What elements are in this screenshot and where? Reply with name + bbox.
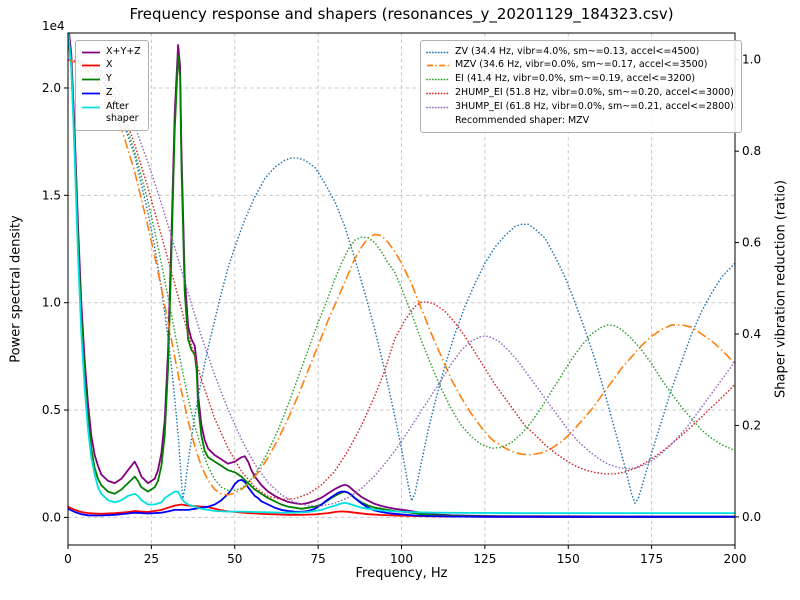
left-y-tick-label: 1.5 bbox=[42, 188, 61, 202]
legend-swatch-line bbox=[426, 106, 450, 109]
legend-item-label: Z bbox=[106, 87, 113, 99]
legend-swatch-line bbox=[82, 51, 100, 53]
right-y-tick-label: 0.2 bbox=[742, 418, 761, 432]
left-y-tick-label: 0.5 bbox=[42, 403, 61, 417]
right-y-tick-label: 0.8 bbox=[742, 144, 761, 158]
legend-recommended-note: Recommended shaper: MZV bbox=[455, 114, 590, 126]
series-line-z bbox=[68, 478, 735, 518]
series-line-3hump-ei bbox=[68, 58, 735, 507]
legend-item-label: X bbox=[106, 59, 113, 71]
series-line-y bbox=[68, 34, 735, 518]
x-tick-label: 200 bbox=[724, 552, 747, 566]
legend-item-label: ZV (34.4 Hz, vibr=4.0%, sm~=0.13, accel<… bbox=[455, 45, 700, 57]
legend-item-xyz: X+Y+Z bbox=[81, 46, 141, 58]
legend-item-mzv: MZV (34.6 Hz, vibr=0.0%, sm~=0.17, accel… bbox=[426, 59, 734, 71]
legend-item-label: 3HUMP_EI (61.8 Hz, vibr=0.0%, sm~=0.21, … bbox=[455, 100, 734, 112]
series-line-xyz bbox=[68, 33, 735, 518]
legend-item-label: After shaper bbox=[106, 100, 139, 125]
legend-swatch-line bbox=[426, 92, 450, 95]
legend-item-ei: EI (41.4 Hz, vibr=0.0%, sm~=0.19, accel<… bbox=[426, 73, 734, 85]
legend-shapers: ZV (34.4 Hz, vibr=4.0%, sm~=0.13, accel<… bbox=[420, 40, 742, 133]
legend-item-after-shaper: After shaper bbox=[81, 101, 141, 126]
legend-item-3hump-ei: 3HUMP_EI (61.8 Hz, vibr=0.0%, sm~=0.21, … bbox=[426, 101, 734, 113]
left-axis-offset-label: 1e4 bbox=[42, 19, 65, 33]
right-y-tick-label: 0.4 bbox=[742, 327, 761, 341]
legend-item-label: Y bbox=[106, 73, 112, 85]
x-tick-label: 125 bbox=[473, 552, 496, 566]
x-tick-label: 150 bbox=[557, 552, 580, 566]
x-tick-label: 175 bbox=[640, 552, 663, 566]
legend-psd: X+Y+Z X Y Z After shaper bbox=[75, 40, 149, 132]
x-tick-label: 0 bbox=[64, 552, 72, 566]
legend-recommended-note-row: Recommended shaper: MZV bbox=[426, 115, 734, 127]
legend-item-zv: ZV (34.4 Hz, vibr=4.0%, sm~=0.13, accel<… bbox=[426, 46, 734, 58]
series-line-2hump-ei bbox=[68, 58, 735, 501]
x-tick-label: 75 bbox=[310, 552, 325, 566]
legend-swatch-line bbox=[426, 51, 450, 53]
legend-item-y: Y bbox=[81, 73, 141, 85]
legend-item-x: X bbox=[81, 59, 141, 71]
legend-swatch-line bbox=[82, 64, 100, 67]
legend-item-label: 2HUMP_EI (51.8 Hz, vibr=0.0%, sm~=0.20, … bbox=[455, 87, 734, 99]
legend-swatch-line bbox=[82, 106, 100, 109]
legend-item-z: Z bbox=[81, 87, 141, 99]
legend-swatch-line bbox=[426, 78, 450, 81]
right-axis-label: Shaper vibration reduction (ratio) bbox=[773, 180, 789, 398]
x-tick-label: 100 bbox=[390, 552, 413, 566]
x-tick-label: 50 bbox=[227, 552, 242, 566]
x-axis-label: Frequency, Hz bbox=[355, 566, 448, 581]
series-line-after-shaper bbox=[68, 33, 735, 514]
legend-item-label: MZV (34.6 Hz, vibr=0.0%, sm~=0.17, accel… bbox=[455, 59, 708, 71]
legend-swatch-line bbox=[82, 78, 100, 81]
left-axis-label: Power spectral density bbox=[8, 215, 24, 363]
right-y-tick-label: 0.6 bbox=[742, 236, 761, 250]
left-y-tick-label: 1.0 bbox=[42, 296, 61, 310]
left-y-tick-label: 2.0 bbox=[42, 81, 61, 95]
right-y-tick-label: 1.0 bbox=[742, 53, 761, 67]
series-line-zv bbox=[68, 58, 735, 504]
right-y-tick-label: 0.0 bbox=[742, 510, 761, 524]
series-line-ei bbox=[68, 58, 735, 492]
left-y-tick-label: 0.0 bbox=[42, 510, 61, 524]
legend-item-2hump-ei: 2HUMP_EI (51.8 Hz, vibr=0.0%, sm~=0.20, … bbox=[426, 87, 734, 99]
legend-swatch-line bbox=[82, 92, 100, 95]
x-tick-label: 25 bbox=[144, 552, 159, 566]
legend-item-label: EI (41.4 Hz, vibr=0.0%, sm~=0.19, accel<… bbox=[455, 73, 696, 85]
legend-item-label: X+Y+Z bbox=[106, 45, 141, 57]
series-line-mzv bbox=[68, 58, 735, 496]
chart-title: Frequency response and shapers (resonanc… bbox=[129, 5, 674, 23]
legend-swatch-line bbox=[427, 64, 449, 67]
